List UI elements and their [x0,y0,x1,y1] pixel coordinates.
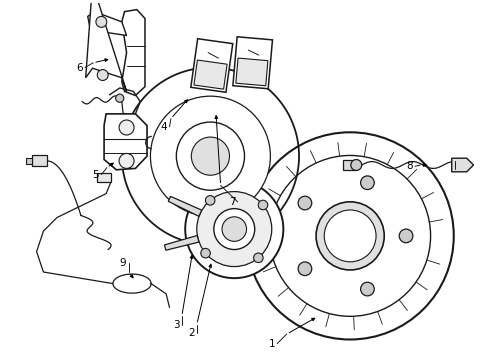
Circle shape [315,202,384,270]
Text: 5: 5 [92,170,99,180]
Text: 6: 6 [76,63,82,72]
Circle shape [298,196,311,210]
Polygon shape [168,196,202,216]
Polygon shape [122,10,144,95]
Circle shape [269,156,430,316]
Polygon shape [26,158,32,164]
Circle shape [253,253,263,262]
Polygon shape [87,12,126,36]
Circle shape [97,69,108,81]
Text: 2: 2 [188,328,194,338]
Circle shape [298,262,311,275]
Text: 3: 3 [173,320,179,329]
Circle shape [185,180,283,278]
Text: 1: 1 [268,339,275,348]
Polygon shape [85,0,126,91]
Circle shape [196,192,271,266]
Text: 8: 8 [406,161,412,171]
Polygon shape [97,173,111,182]
Circle shape [350,159,361,170]
Circle shape [176,122,244,190]
Circle shape [324,210,375,262]
Polygon shape [190,39,232,92]
Text: 7: 7 [228,197,235,207]
Polygon shape [235,58,267,86]
Circle shape [246,132,453,339]
Text: 4: 4 [161,122,167,132]
Circle shape [360,282,373,296]
Circle shape [258,200,267,210]
Circle shape [205,195,215,205]
Circle shape [119,153,134,168]
Circle shape [191,137,229,175]
Circle shape [119,120,134,135]
Circle shape [213,209,254,249]
Text: 9: 9 [120,258,126,268]
Polygon shape [232,37,272,89]
Polygon shape [32,156,47,166]
Polygon shape [194,60,226,89]
Circle shape [222,217,246,241]
Polygon shape [342,159,356,170]
Circle shape [96,17,106,27]
Circle shape [360,176,373,190]
Circle shape [398,229,412,243]
Circle shape [201,248,210,258]
Polygon shape [451,158,472,172]
Polygon shape [164,235,199,250]
Circle shape [150,96,270,216]
Circle shape [116,94,123,102]
Polygon shape [104,114,147,170]
